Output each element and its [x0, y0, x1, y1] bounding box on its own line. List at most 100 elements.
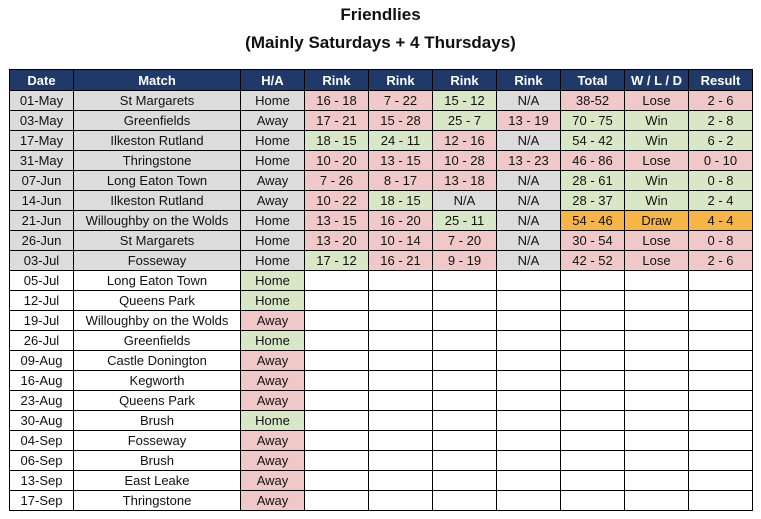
total-cell: 28 - 61	[560, 170, 625, 191]
match-cell: St Margarets	[73, 230, 241, 251]
ha-cell: Away	[240, 350, 305, 371]
empty-cell	[560, 410, 625, 431]
subtitle: (Mainly Saturdays + 4 Thursdays)	[245, 33, 516, 52]
ha-cell: Home	[240, 270, 305, 291]
empty-cell	[432, 450, 497, 471]
ha-cell: Home	[240, 150, 305, 171]
empty-cell	[496, 290, 561, 311]
empty-cell	[368, 350, 433, 371]
empty-cell	[560, 470, 625, 491]
table-row: 03-May Greenfields Away 17 - 21 15 - 28 25 - …	[9, 110, 753, 131]
empty-cell	[560, 350, 625, 371]
match-cell: Thringstone	[73, 150, 241, 171]
date-cell: 16-Aug	[9, 370, 74, 391]
date-cell: 09-Aug	[9, 350, 74, 371]
total-cell: 28 - 37	[560, 190, 625, 211]
empty-cell	[496, 370, 561, 391]
table-row: 26-Jun St Margarets Home 13 - 20 10 - 14 7 - …	[9, 230, 753, 251]
empty-cell	[368, 270, 433, 291]
empty-cell	[496, 390, 561, 411]
col-header-ha: H/A	[240, 69, 305, 91]
rink-3-cell: 10 - 28	[432, 150, 497, 171]
date-cell: 03-May	[9, 110, 74, 131]
ha-cell: Away	[240, 110, 305, 131]
col-header-rink-3: Rink	[432, 69, 497, 91]
rink-4-cell: N/A	[496, 90, 561, 111]
fixtures-table: Date Match H/A Rink Rink Rink Rink Total…	[9, 69, 753, 511]
empty-cell	[688, 370, 753, 391]
table-row: 17-Sep Thringstone Away	[9, 490, 753, 511]
table-row: 26-Jul Greenfields Home	[9, 330, 753, 351]
wld-cell: Win	[624, 170, 689, 191]
wld-cell: Lose	[624, 250, 689, 271]
ha-cell: Away	[240, 370, 305, 391]
match-cell: Ilkeston Rutland	[73, 130, 241, 151]
match-cell: St Margarets	[73, 90, 241, 111]
match-cell: Ilkeston Rutland	[73, 190, 241, 211]
date-cell: 30-Aug	[9, 410, 74, 431]
empty-cell	[304, 310, 369, 331]
empty-cell	[496, 310, 561, 331]
result-cell: 6 - 2	[688, 130, 753, 151]
empty-cell	[368, 330, 433, 351]
result-cell: 2 - 4	[688, 190, 753, 211]
empty-cell	[688, 330, 753, 351]
empty-cell	[496, 410, 561, 431]
ha-cell: Home	[240, 330, 305, 351]
rink-4-cell: N/A	[496, 210, 561, 231]
match-cell: Fosseway	[73, 430, 241, 451]
rink-1-cell: 18 - 15	[304, 130, 369, 151]
empty-cell	[560, 450, 625, 471]
ha-cell: Home	[240, 410, 305, 431]
empty-cell	[368, 370, 433, 391]
empty-cell	[368, 490, 433, 511]
result-cell: 0 - 8	[688, 170, 753, 191]
empty-cell	[560, 370, 625, 391]
total-cell: 38-52	[560, 90, 625, 111]
table-row: 30-Aug Brush Home	[9, 410, 753, 431]
empty-cell	[368, 410, 433, 431]
empty-cell	[624, 270, 689, 291]
empty-cell	[432, 350, 497, 371]
ha-cell: Away	[240, 170, 305, 191]
empty-cell	[368, 450, 433, 471]
rink-2-cell: 16 - 20	[368, 210, 433, 231]
empty-cell	[432, 370, 497, 391]
wld-cell: Win	[624, 190, 689, 211]
wld-cell: Lose	[624, 150, 689, 171]
date-cell: 31-May	[9, 150, 74, 171]
empty-cell	[304, 450, 369, 471]
date-cell: 23-Aug	[9, 390, 74, 411]
match-cell: Brush	[73, 450, 241, 471]
result-cell: 2 - 8	[688, 110, 753, 131]
ha-cell: Away	[240, 450, 305, 471]
table-row: 03-Jul Fosseway Home 17 - 12 16 - 21 9 - 19 N/…	[9, 250, 753, 271]
empty-cell	[304, 430, 369, 451]
match-cell: Fosseway	[73, 250, 241, 271]
table-row: 05-Jul Long Eaton Town Home	[9, 270, 753, 291]
rink-4-cell: N/A	[496, 230, 561, 251]
match-cell: Willoughby on the Wolds	[73, 210, 241, 231]
col-header-rink-4: Rink	[496, 69, 561, 91]
match-cell: Greenfields	[73, 110, 241, 131]
empty-cell	[560, 330, 625, 351]
empty-cell	[560, 310, 625, 331]
empty-cell	[432, 310, 497, 331]
rink-4-cell: N/A	[496, 250, 561, 271]
empty-cell	[688, 450, 753, 471]
rink-2-cell: 7 - 22	[368, 90, 433, 111]
ha-cell: Away	[240, 310, 305, 331]
rink-2-cell: 18 - 15	[368, 190, 433, 211]
empty-cell	[624, 370, 689, 391]
table-row: 21-Jun Willoughby on the Wolds Home 13 - 15…	[9, 210, 753, 231]
table-row: 04-Sep Fosseway Away	[9, 430, 753, 451]
empty-cell	[368, 390, 433, 411]
table-row: 23-Aug Queens Park Away	[9, 390, 753, 411]
total-cell: 54 - 46	[560, 210, 625, 231]
rink-1-cell: 10 - 22	[304, 190, 369, 211]
result-cell: 0 - 8	[688, 230, 753, 251]
rink-3-cell: 25 - 11	[432, 210, 497, 231]
total-cell: 54 - 42	[560, 130, 625, 151]
rink-1-cell: 17 - 21	[304, 110, 369, 131]
empty-cell	[688, 490, 753, 511]
